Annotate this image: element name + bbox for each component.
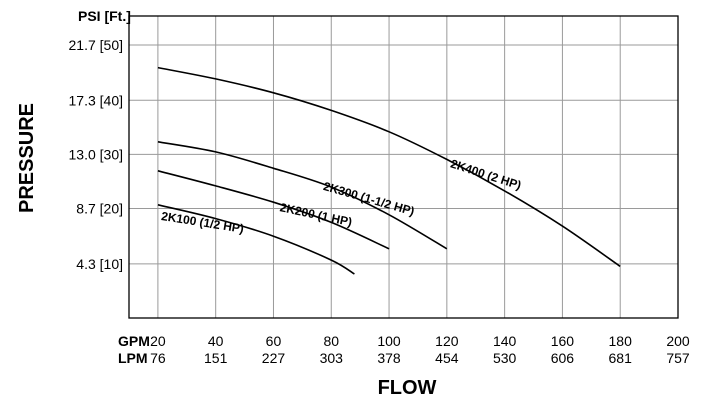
x-tick-label-gpm: 80 <box>323 333 339 349</box>
x-tick-label-lpm: 681 <box>609 350 633 366</box>
x-tick-label-lpm: 76 <box>150 350 166 366</box>
x-tick-label-gpm: 200 <box>666 333 690 349</box>
x-tick-label-lpm: 606 <box>551 350 575 366</box>
y-tick-label: 8.7 [20] <box>76 201 123 217</box>
curve-2k400 <box>157 66 621 268</box>
y-unit-label: PSI [Ft.] <box>78 8 131 24</box>
x-tick-label-lpm: 227 <box>262 350 286 366</box>
plot-frame <box>128 15 679 319</box>
x-tick-label-gpm: 100 <box>377 333 401 349</box>
y-tick-label: 13.0 [30] <box>69 146 124 162</box>
x-tick-label-gpm: 20 <box>150 333 166 349</box>
pump-curves <box>157 66 621 275</box>
grid-lines <box>129 16 679 318</box>
x-tick-label-lpm: 378 <box>377 350 401 366</box>
x-tick-label-lpm: 757 <box>666 350 690 366</box>
x-axis-title: FLOW <box>378 377 437 399</box>
curve-label-2k100: 2K100 (1/2 HP) <box>160 209 245 236</box>
y-tick-label: 21.7 [50] <box>69 37 124 53</box>
x-tick-label-lpm: 454 <box>435 350 459 366</box>
x-tick-label-gpm: 180 <box>609 333 633 349</box>
curve-label-2k200: 2K200 (1 HP) <box>279 200 354 229</box>
gpm-unit-label: GPM <box>118 333 150 349</box>
curve-labels: 2K100 (1/2 HP) 2K200 (1 HP)2K300 (1-1/2 H… <box>160 157 523 236</box>
x-tick-label-gpm: 60 <box>266 333 282 349</box>
x-tick-label-lpm: 151 <box>204 350 228 366</box>
x-tick-label-gpm: 120 <box>435 333 459 349</box>
x-tick-label-gpm: 140 <box>493 333 517 349</box>
y-axis-title: PRESSURE <box>16 103 38 213</box>
y-tick-labels: 4.3 [10] 8.7 [20] 13.0 [30] 17.3 [40] 21.7 [… <box>69 37 124 272</box>
curve-2k200 <box>157 170 390 250</box>
x-tick-label-lpm: 530 <box>493 350 517 366</box>
x-tick-label-gpm: 40 <box>208 333 224 349</box>
y-tick-label: 4.3 [10] <box>76 256 123 272</box>
curve-2k300 <box>157 141 448 250</box>
x-tick-label-lpm: 303 <box>320 350 344 366</box>
x-tick-label-gpm: 160 <box>551 333 575 349</box>
curve-2k100 <box>157 204 355 275</box>
lpm-unit-label: LPM <box>118 350 148 366</box>
curve-label-2k400: 2K400 (2 HP) <box>449 157 523 193</box>
y-tick-label: 17.3 [40] <box>69 92 124 108</box>
